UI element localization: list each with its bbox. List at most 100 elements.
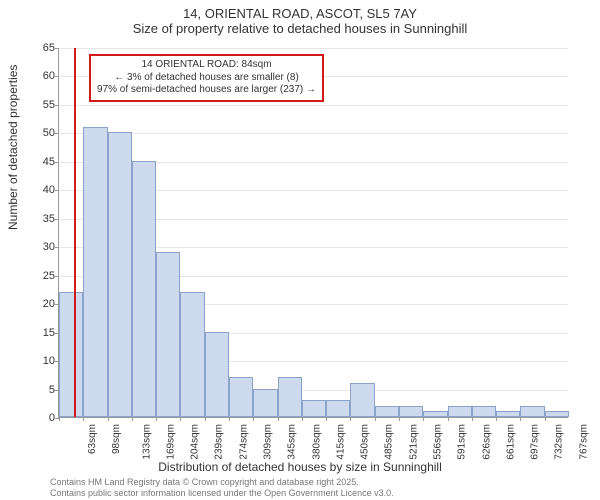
xtick-label: 450sqm	[360, 424, 371, 460]
histogram-bar	[229, 377, 253, 417]
xtick-mark	[375, 417, 376, 421]
xtick-mark	[132, 417, 133, 421]
ytick-label: 20	[29, 298, 55, 310]
histogram-bar	[205, 332, 229, 417]
ytick-label: 35	[29, 213, 55, 225]
ytick-label: 50	[29, 127, 55, 139]
histogram-bar	[302, 400, 326, 417]
xtick-mark	[180, 417, 181, 421]
annotation-line2: ← 3% of detached houses are smaller (8)	[97, 72, 316, 85]
xtick-label: 661sqm	[505, 424, 516, 460]
x-axis-label: Distribution of detached houses by size …	[0, 460, 600, 474]
histogram-bar	[496, 411, 520, 417]
annotation-box: 14 ORIENTAL ROAD: 84sqm ← 3% of detached…	[89, 54, 324, 102]
xtick-mark	[448, 417, 449, 421]
xtick-mark	[156, 417, 157, 421]
annotation-line3: 97% of semi-detached houses are larger (…	[97, 84, 316, 97]
xtick-label: 380sqm	[311, 424, 322, 460]
xtick-label: 309sqm	[263, 424, 274, 460]
ytick-label: 60	[29, 70, 55, 82]
histogram-bar	[545, 411, 569, 417]
ytick-label: 25	[29, 270, 55, 282]
xtick-label: 697sqm	[530, 424, 541, 460]
histogram-bar	[375, 406, 399, 417]
chart-plot-area: 0510152025303540455055606563sqm98sqm133s…	[58, 48, 568, 418]
title-line1: 14, ORIENTAL ROAD, ASCOT, SL5 7AY	[0, 6, 600, 21]
xtick-mark	[108, 417, 109, 421]
histogram-bar	[83, 127, 107, 417]
histogram-bar	[520, 406, 544, 417]
xtick-label: 415sqm	[335, 424, 346, 460]
chart-container: 14, ORIENTAL ROAD, ASCOT, SL5 7AY Size o…	[0, 0, 600, 500]
xtick-mark	[229, 417, 230, 421]
xtick-label: 521sqm	[408, 424, 419, 460]
histogram-bar	[350, 383, 374, 417]
histogram-bar	[108, 132, 132, 417]
gridline	[59, 105, 568, 106]
histogram-bar	[59, 292, 83, 417]
xtick-label: 133sqm	[141, 424, 152, 460]
ytick-mark	[55, 162, 59, 163]
xtick-mark	[278, 417, 279, 421]
ytick-label: 55	[29, 99, 55, 111]
histogram-bar	[253, 389, 277, 417]
histogram-bar	[180, 292, 204, 417]
ytick-label: 15	[29, 327, 55, 339]
xtick-mark	[545, 417, 546, 421]
ytick-label: 30	[29, 241, 55, 253]
ytick-mark	[55, 105, 59, 106]
annotation-line1: 14 ORIENTAL ROAD: 84sqm	[97, 59, 316, 72]
histogram-bar	[278, 377, 302, 417]
footer-attribution: Contains HM Land Registry data © Crown c…	[50, 477, 394, 498]
histogram-bar	[472, 406, 496, 417]
xtick-mark	[350, 417, 351, 421]
ytick-mark	[55, 133, 59, 134]
histogram-bar	[423, 411, 447, 417]
xtick-label: 591sqm	[457, 424, 468, 460]
xtick-mark	[423, 417, 424, 421]
gridline	[59, 48, 568, 49]
histogram-bar	[326, 400, 350, 417]
xtick-label: 345sqm	[287, 424, 298, 460]
ytick-label: 10	[29, 355, 55, 367]
xtick-label: 767sqm	[578, 424, 589, 460]
ytick-label: 45	[29, 156, 55, 168]
xtick-label: 98sqm	[111, 424, 122, 454]
title-block: 14, ORIENTAL ROAD, ASCOT, SL5 7AY Size o…	[0, 0, 600, 36]
gridline	[59, 133, 568, 134]
xtick-mark	[326, 417, 327, 421]
xtick-label: 556sqm	[433, 424, 444, 460]
xtick-mark	[399, 417, 400, 421]
xtick-mark	[302, 417, 303, 421]
xtick-mark	[253, 417, 254, 421]
xtick-label: 63sqm	[87, 424, 98, 454]
ytick-label: 65	[29, 42, 55, 54]
ytick-mark	[55, 48, 59, 49]
ytick-label: 0	[29, 412, 55, 424]
reference-line	[74, 48, 76, 417]
histogram-bar	[448, 406, 472, 417]
xtick-label: 732sqm	[554, 424, 565, 460]
xtick-mark	[472, 417, 473, 421]
xtick-mark	[520, 417, 521, 421]
ytick-label: 40	[29, 184, 55, 196]
y-axis-label: Number of detached properties	[6, 65, 20, 230]
title-line2: Size of property relative to detached ho…	[0, 21, 600, 36]
xtick-label: 169sqm	[165, 424, 176, 460]
footer-line2: Contains public sector information licen…	[50, 488, 394, 498]
xtick-label: 274sqm	[238, 424, 249, 460]
xtick-mark	[205, 417, 206, 421]
footer-line1: Contains HM Land Registry data © Crown c…	[50, 477, 394, 487]
histogram-bar	[156, 252, 180, 417]
ytick-mark	[55, 219, 59, 220]
xtick-label: 239sqm	[214, 424, 225, 460]
histogram-bar	[399, 406, 423, 417]
ytick-mark	[55, 190, 59, 191]
ytick-label: 5	[29, 384, 55, 396]
xtick-mark	[496, 417, 497, 421]
ytick-mark	[55, 247, 59, 248]
histogram-bar	[132, 161, 156, 417]
ytick-mark	[55, 76, 59, 77]
xtick-label: 204sqm	[190, 424, 201, 460]
xtick-mark	[59, 417, 60, 421]
